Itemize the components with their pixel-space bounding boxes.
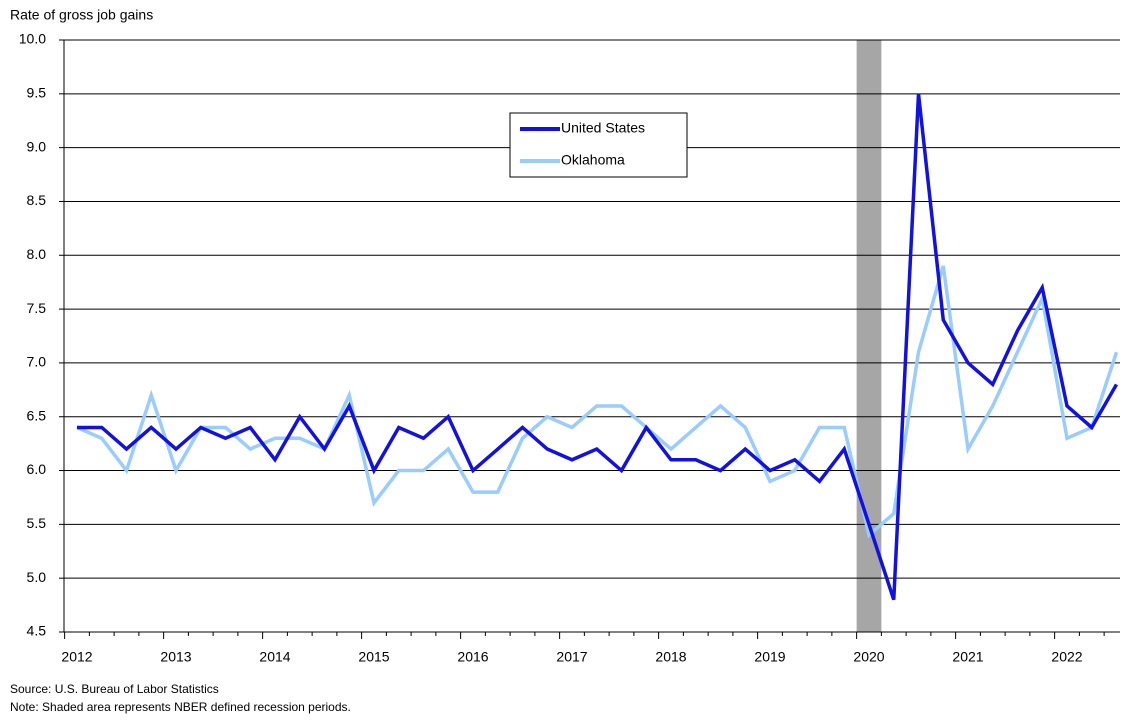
y-tick-label: 8.0 [27, 246, 47, 262]
x-tick-label: 2022 [1051, 649, 1082, 665]
legend-label: United States [561, 120, 645, 136]
legend-label: Oklahoma [561, 152, 625, 168]
y-tick-label: 9.5 [27, 85, 47, 101]
legend-box [509, 112, 688, 178]
x-tick-label: 2015 [358, 649, 389, 665]
y-tick-label: 7.0 [27, 354, 47, 370]
y-tick-label: 8.5 [27, 192, 47, 208]
y-tick-label: 4.5 [27, 623, 47, 639]
source: Source: U.S. Bureau of Labor Statistics [10, 682, 219, 696]
x-tick-label: 2017 [556, 649, 587, 665]
x-tick-label: 2016 [457, 649, 488, 665]
series-line [77, 93, 1119, 601]
y-tick-label: 6.5 [27, 407, 47, 423]
x-tick-label: 2021 [952, 649, 983, 665]
x-tick-label: 2019 [754, 649, 785, 665]
x-tick-label: 2020 [853, 649, 884, 665]
y-tick-label: 6.0 [27, 461, 47, 477]
y-tick-label: 7.5 [27, 300, 47, 316]
x-tick-label: 2018 [655, 649, 686, 665]
y-tick-label: 9.0 [27, 138, 47, 154]
y-tick-label: 5.0 [27, 569, 47, 585]
recession-shade [856, 40, 882, 632]
y-tick-label: 5.5 [27, 515, 47, 531]
y-tick-label: 10.0 [19, 31, 46, 47]
y-axis-label: Rate of gross job gains [10, 7, 153, 23]
note: Note: Shaded area represents NBER define… [10, 700, 351, 714]
x-tick-label: 2012 [61, 649, 92, 665]
x-tick-label: 2013 [160, 649, 191, 665]
x-tick-label: 2014 [259, 649, 290, 665]
series-line [76, 265, 1119, 539]
